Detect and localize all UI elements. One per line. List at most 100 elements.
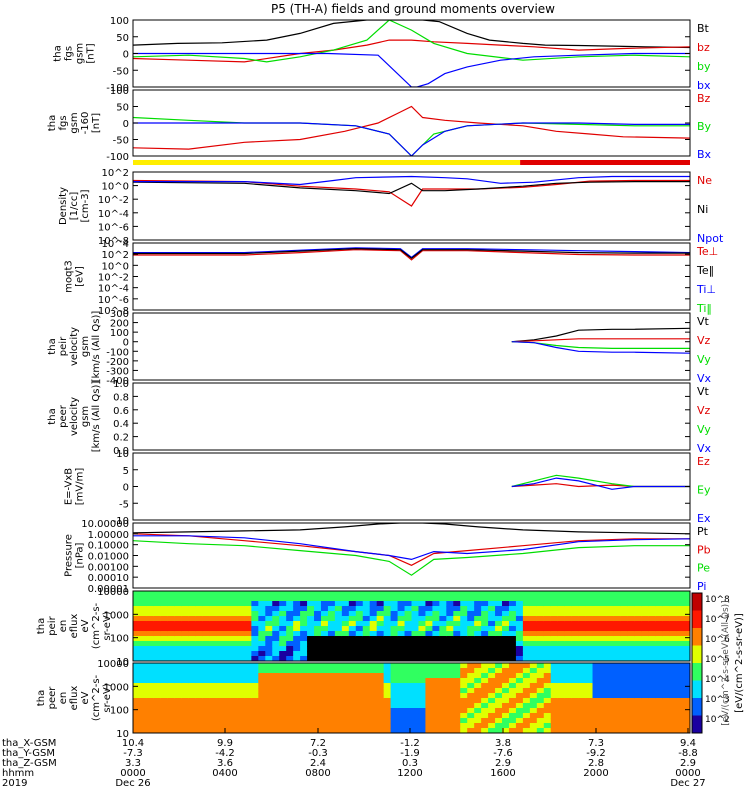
heatmap-cell xyxy=(327,678,336,684)
heatmap-cell xyxy=(404,673,412,679)
heatmap-cell xyxy=(300,698,308,704)
heatmap-cell xyxy=(188,703,197,709)
heatmap-cell xyxy=(648,621,656,627)
heatmap-cell xyxy=(599,646,607,652)
heatmap-cell xyxy=(314,703,322,709)
y-tick-label: 10^-6 xyxy=(98,222,129,233)
y-tick-label: -10 xyxy=(113,516,129,527)
heatmap-cell xyxy=(474,703,482,709)
x-row-label: tha_X-GSM xyxy=(2,738,56,749)
heatmap-cell xyxy=(362,688,371,694)
heatmap-cell xyxy=(314,621,322,627)
heatmap-cell xyxy=(508,631,517,637)
heatmap-cell xyxy=(390,656,399,661)
density-series xyxy=(133,175,690,207)
heatmap-cell xyxy=(578,708,587,714)
heatmap-cell xyxy=(662,631,670,637)
heatmap-cell xyxy=(669,631,677,637)
heatmap-cell xyxy=(439,651,447,657)
heatmap-cell xyxy=(209,636,218,642)
legend-entry: bz xyxy=(697,41,710,54)
heatmap-cell xyxy=(341,601,350,607)
heatmap-cell xyxy=(515,626,524,632)
heatmap-cell xyxy=(495,693,503,699)
heatmap-cell xyxy=(237,616,245,622)
heatmap-cell xyxy=(209,708,218,714)
heatmap-cell xyxy=(160,596,169,602)
heatmap-cell xyxy=(139,718,148,724)
heatmap-cell xyxy=(355,698,364,704)
heatmap-cell xyxy=(223,673,231,679)
heatmap-cell xyxy=(362,728,371,733)
heatmap-cell xyxy=(334,616,343,622)
heatmap-cell xyxy=(627,651,635,657)
heatmap-cell xyxy=(167,621,176,627)
heatmap-cell xyxy=(683,656,690,661)
heatmap-cell xyxy=(418,646,426,652)
heatmap-cell xyxy=(181,678,190,684)
heatmap-cell xyxy=(627,688,635,694)
heatmap-cell xyxy=(320,601,329,607)
heatmap-cell xyxy=(258,616,266,622)
heatmap-cell xyxy=(578,728,587,733)
heatmap-cell xyxy=(508,668,517,674)
heatmap-cell xyxy=(376,631,385,637)
heatmap-cell xyxy=(146,616,155,622)
series-Vy xyxy=(511,341,690,349)
legend-entry: Vt xyxy=(697,385,710,398)
y-tick-label: 1.0 xyxy=(113,379,129,390)
heatmap-cell xyxy=(160,601,169,607)
heatmap-cell xyxy=(300,703,308,709)
heatmap-cell xyxy=(355,631,364,637)
heatmap-cell xyxy=(209,688,218,694)
heatmap-cell xyxy=(669,723,677,729)
heatmap-cell xyxy=(620,651,628,657)
heatmap-cell xyxy=(251,688,259,694)
heatmap-cell xyxy=(557,728,566,733)
heatmap-cell xyxy=(258,723,266,729)
colorbar-tick-label: 10^4 xyxy=(705,675,730,685)
heatmap-cell xyxy=(258,611,266,617)
heatmap-cell xyxy=(369,611,378,617)
heatmap-cell xyxy=(481,596,489,602)
heatmap-cell xyxy=(167,688,176,694)
heatmap-cell xyxy=(655,626,663,632)
y-axis-label-line: (cm^2-s- xyxy=(91,674,102,721)
density-ylabel: Density [1/cc] [cm-3] xyxy=(58,187,91,225)
heatmap-cell xyxy=(515,636,524,642)
heatmap-cell xyxy=(272,611,280,617)
y-axis-label-line: [mV/m] xyxy=(75,468,86,506)
heatmap-cell xyxy=(564,601,573,607)
heatmap-cell xyxy=(488,703,496,709)
heatmap-cell xyxy=(293,606,301,612)
heatmap-cell xyxy=(634,708,642,714)
heatmap-cell xyxy=(648,663,656,669)
heatmap-cell xyxy=(634,611,642,617)
heatmap-cell xyxy=(341,663,350,669)
heatmap-cell xyxy=(446,601,454,607)
heatmap-cell xyxy=(139,723,148,729)
x-tick-label: 2.8 xyxy=(588,758,604,769)
heatmap-cell xyxy=(139,601,148,607)
y-axis-label-line: Density xyxy=(58,187,69,225)
heatmap-cell xyxy=(460,673,468,679)
heatmap-cell xyxy=(446,641,454,647)
heatmap-cell xyxy=(522,708,531,714)
heatmap-cell xyxy=(272,713,280,719)
heatmap-cell xyxy=(613,713,621,719)
heatmap-cell xyxy=(223,616,231,622)
heatmap-cell xyxy=(265,678,273,684)
heatmap-cell xyxy=(146,708,155,714)
heatmap-cell xyxy=(230,631,238,637)
heatmap-cell xyxy=(606,651,614,657)
heatmap-cell xyxy=(279,728,287,733)
heatmap-cell xyxy=(439,723,447,729)
heatmap-cell xyxy=(411,646,419,652)
heatmap-cell xyxy=(223,713,231,719)
heatmap-cell xyxy=(502,656,510,661)
heatmap-cell xyxy=(139,728,148,733)
heatmap-cell xyxy=(641,663,649,669)
heatmap-cell xyxy=(634,693,642,699)
heatmap-cell xyxy=(314,611,322,617)
heatmap-cell xyxy=(662,651,670,657)
